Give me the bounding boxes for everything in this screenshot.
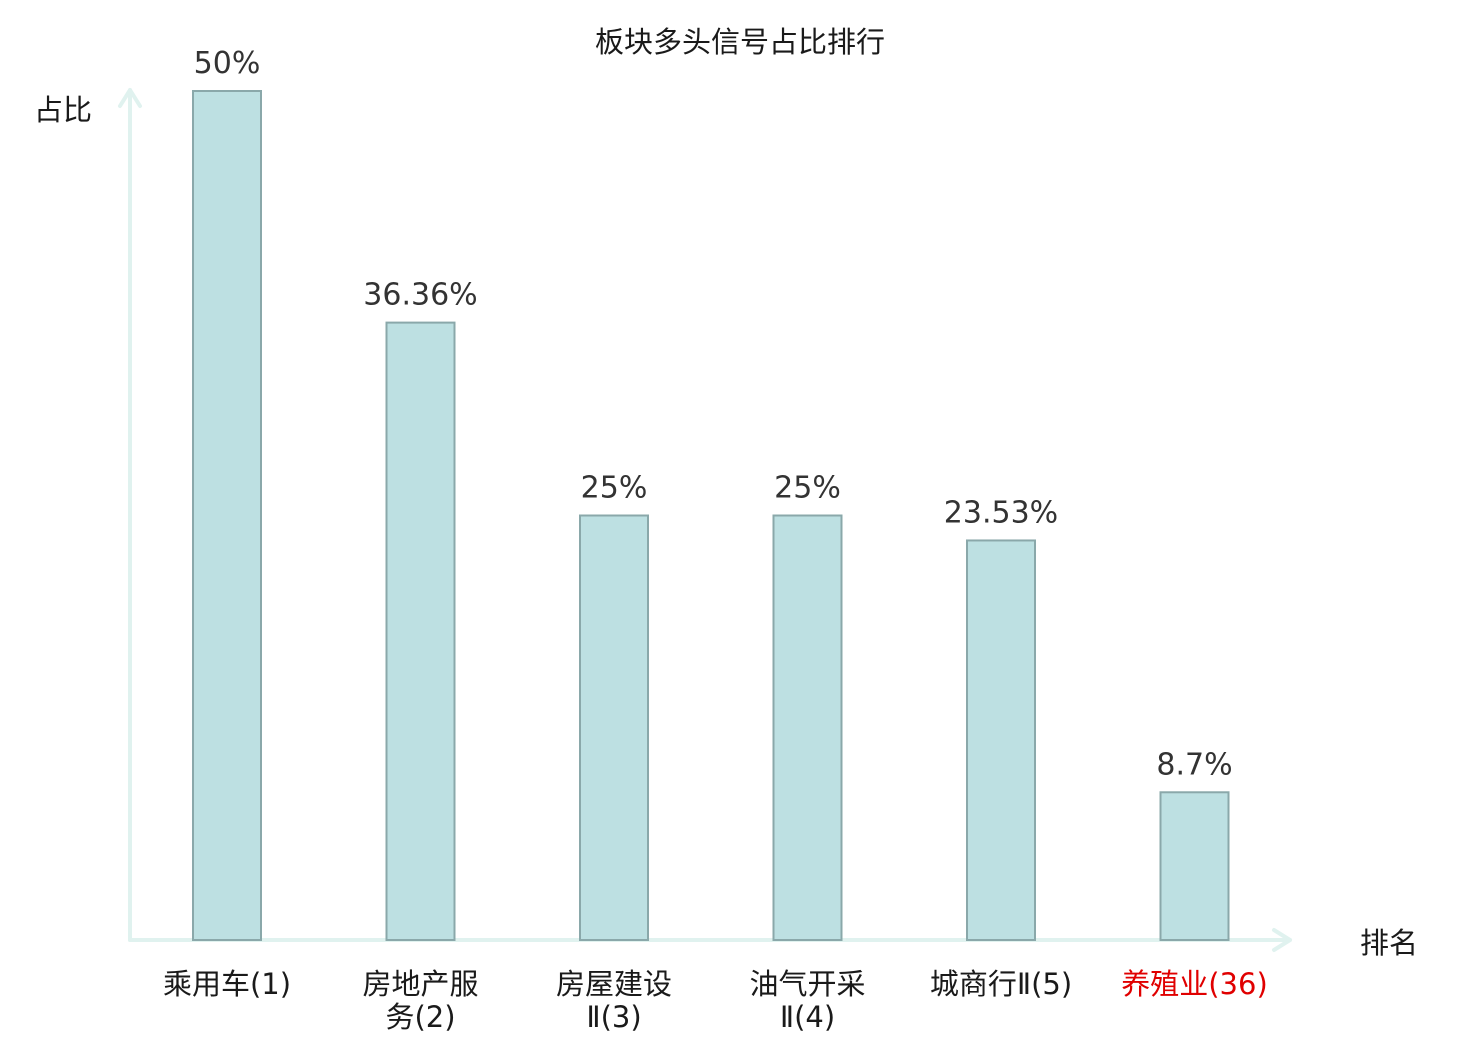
category-tick-label: 务(2): [385, 1000, 455, 1034]
bar-value-label: 23.53%: [944, 495, 1058, 530]
category-tick-label: 油气开采: [749, 967, 865, 1001]
bar: [1159, 791, 1230, 941]
bar-value-label: 36.36%: [363, 278, 477, 313]
bar: [772, 514, 843, 941]
bar-value-label: 25%: [581, 471, 648, 506]
bar-value-label: 25%: [774, 471, 841, 506]
value-labels-group: 50% 36.36% 25% 25% 23.53% 8.7%: [194, 46, 1233, 782]
bar: [579, 514, 649, 941]
category-tick-label: 养殖业(36): [1121, 967, 1268, 1001]
bar-value-label: 8.7%: [1156, 747, 1232, 782]
bar: [385, 321, 456, 942]
chart-title: 板块多头信号占比排行: [595, 25, 885, 59]
category-tick-label: 乘用车(1): [163, 967, 291, 1001]
x-axis-arrow: [1272, 928, 1292, 952]
category-tick-label: 城商行Ⅱ(5): [930, 967, 1072, 1001]
x-axis-label: 排名: [1360, 926, 1418, 960]
y-axis-label: 占比: [34, 93, 92, 127]
axes: [118, 88, 1292, 952]
category-tick-label: 房地产服: [362, 967, 478, 1001]
category-tick-label: Ⅱ(3): [586, 1000, 641, 1034]
bar-value-label: 50%: [194, 46, 261, 81]
y-axis-arrow: [118, 88, 142, 108]
bar: [966, 539, 1036, 941]
bars-group: [192, 90, 1230, 942]
category-tick-label: Ⅱ(4): [780, 1000, 835, 1034]
bar: [192, 90, 262, 941]
category-tick-label: 房屋建设: [556, 967, 672, 1001]
